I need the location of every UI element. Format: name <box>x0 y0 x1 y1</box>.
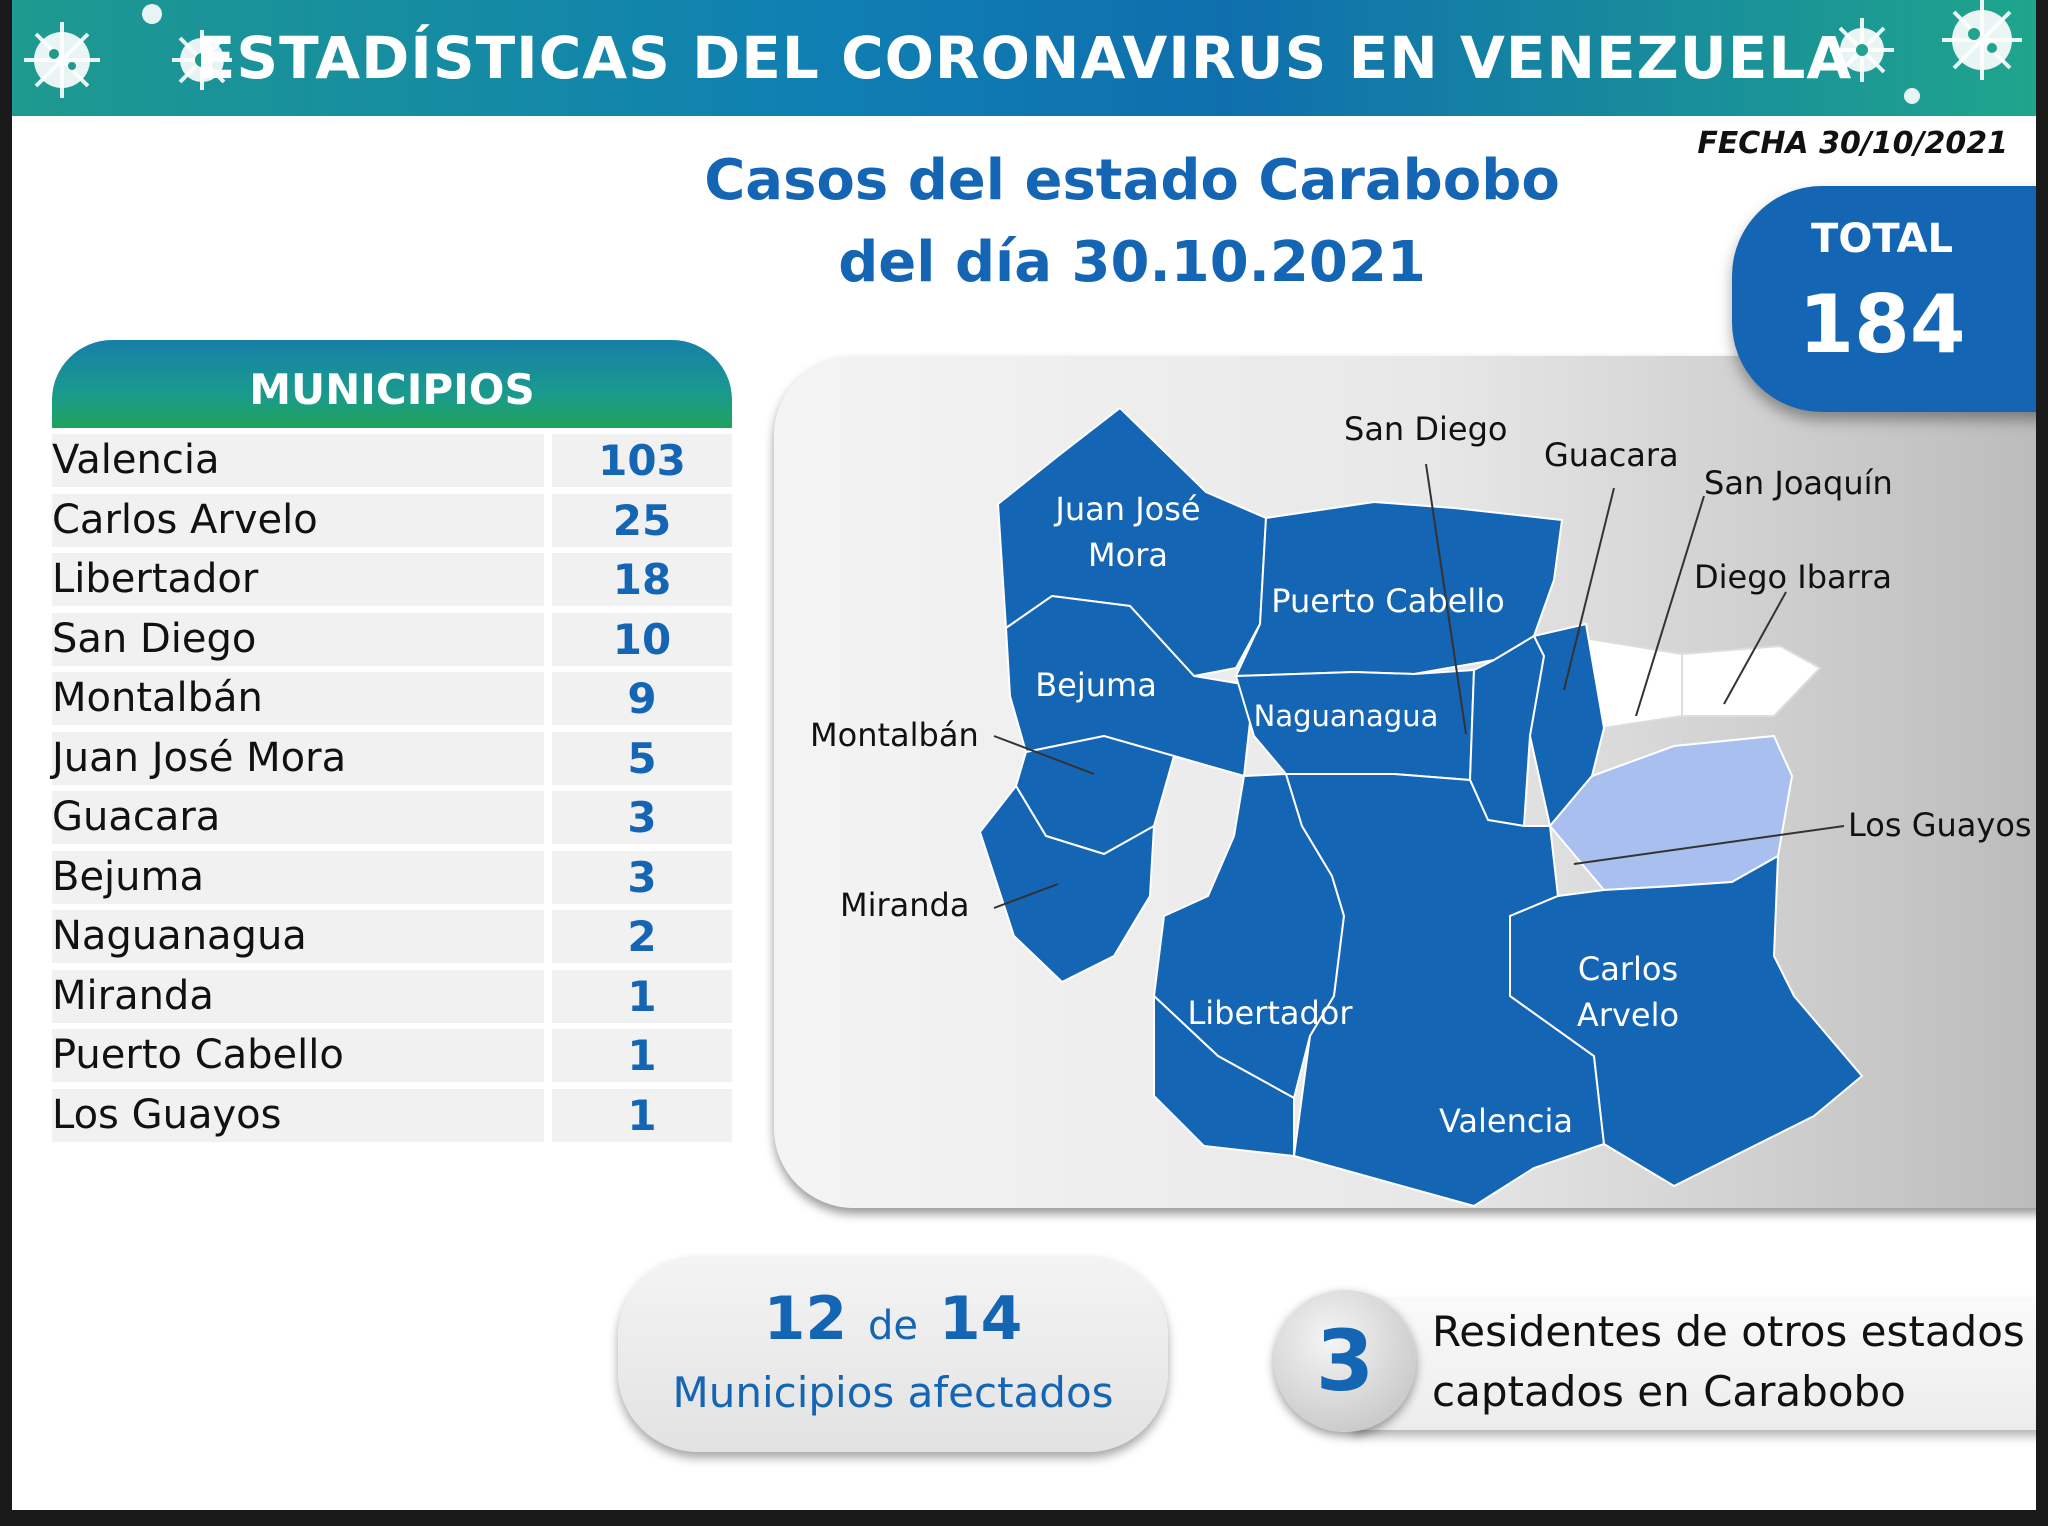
map-label-carlos-arvelo-2: Arvelo <box>1577 996 1679 1034</box>
municipio-count: 2 <box>552 910 732 963</box>
map-label-carlos-arvelo-1: Carlos <box>1578 950 1678 988</box>
municipio-count: 103 <box>552 434 732 487</box>
infographic-card: ESTADÍSTICAS DEL CORONAVIRUS EN VENEZUEL… <box>12 0 2036 1510</box>
affected-count: 12 <box>763 1284 848 1354</box>
map-label-libertador: Libertador <box>1187 994 1353 1032</box>
header-banner: ESTADÍSTICAS DEL CORONAVIRUS EN VENEZUEL… <box>12 0 2036 116</box>
municipio-count: 1 <box>552 1029 732 1082</box>
title-line-2: del día 30.10.2021 <box>838 230 1426 295</box>
table-row: Guacara 3 <box>52 791 732 844</box>
map-label-valencia: Valencia <box>1439 1102 1573 1140</box>
table-row: Montalbán 9 <box>52 672 732 725</box>
municipio-count: 3 <box>552 850 732 904</box>
table-row: Valencia 103 <box>52 434 732 487</box>
map-label-naguanagua: Naguanagua <box>1254 699 1439 733</box>
municipio-name: Montalbán <box>52 672 544 725</box>
map-label-san-joaquin: San Joaquín <box>1704 464 1893 502</box>
residents-line-2: captados en Carabobo <box>1432 1367 1906 1416</box>
table-row: Los Guayos 1 <box>52 1088 732 1142</box>
affected-municipalities-card: 12 de 14 Municipios afectados <box>618 1256 1168 1452</box>
map-label-puerto-cabello: Puerto Cabello <box>1271 582 1504 620</box>
municipio-name: Naguanagua <box>52 910 544 963</box>
municipios-header: MUNICIPIOS <box>52 340 732 428</box>
table-row: Carlos Arvelo 25 <box>52 493 732 547</box>
municipios-table: Valencia 103 Carlos Arvelo 25 Libertador… <box>52 434 732 1148</box>
map-label-guacara: Guacara <box>1544 436 1679 474</box>
map-label-miranda: Miranda <box>840 886 969 924</box>
municipio-count: 10 <box>552 612 732 666</box>
municipio-count: 18 <box>552 553 732 606</box>
virus-icon-right <box>1830 0 2022 104</box>
map-label-san-diego: San Diego <box>1344 410 1507 448</box>
map-region-west-outline <box>1153 993 1295 1158</box>
municipio-name: Los Guayos <box>52 1088 544 1142</box>
map-label-diego-ibarra: Diego Ibarra <box>1694 558 1892 596</box>
residents-count: 3 <box>1274 1290 1416 1432</box>
table-row: Juan José Mora 5 <box>52 731 732 785</box>
municipio-name: Carlos Arvelo <box>52 493 544 547</box>
map-label-bejuma: Bejuma <box>1035 666 1157 704</box>
affected-total: 14 <box>938 1284 1023 1354</box>
residents-text: Residentes de otros estados captados en … <box>1432 1302 2036 1422</box>
page-title: Casos del estado Carabobo del día 30.10.… <box>652 140 1612 304</box>
map-label-juan-jose-mora-1: Juan José <box>1053 490 1200 528</box>
municipio-count: 1 <box>552 969 732 1023</box>
map-region-juan-jose-mora <box>996 406 1268 678</box>
municipio-count: 1 <box>552 1088 732 1142</box>
map-label-juan-jose-mora-2: Mora <box>1088 536 1168 574</box>
total-badge: TOTAL 184 <box>1732 186 2036 412</box>
total-value: 184 <box>1798 278 1966 371</box>
residents-bar <box>1352 1300 2036 1430</box>
municipio-name: Guacara <box>52 791 544 844</box>
table-row: Naguanagua 2 <box>52 910 732 963</box>
municipio-count: 9 <box>552 672 732 725</box>
municipio-name: Juan José Mora <box>52 731 544 785</box>
municipio-name: Valencia <box>52 434 544 487</box>
municipio-count: 25 <box>552 493 732 547</box>
map-label-los-guayos: Los Guayos <box>1848 806 2032 844</box>
table-row: San Diego 10 <box>52 612 732 666</box>
municipio-name: San Diego <box>52 612 544 666</box>
table-row: Libertador 18 <box>52 553 732 606</box>
municipio-count: 5 <box>552 731 732 785</box>
municipio-count: 3 <box>552 791 732 844</box>
carabobo-map: Juan José Mora Puerto Cabello Bejuma Nag… <box>810 406 2032 1208</box>
municipio-name: Bejuma <box>52 850 544 904</box>
banner-title: ESTADÍSTICAS DEL CORONAVIRUS EN VENEZUEL… <box>195 24 1853 92</box>
virus-icon-left <box>24 4 232 98</box>
table-row: Puerto Cabello 1 <box>52 1029 732 1082</box>
residents-line-1: Residentes de otros estados <box>1432 1307 2025 1356</box>
title-line-1: Casos del estado Carabobo <box>704 148 1560 213</box>
table-row: Miranda 1 <box>52 969 732 1023</box>
affected-connector: de <box>868 1303 918 1349</box>
map-panel: Juan José Mora Puerto Cabello Bejuma Nag… <box>774 356 2036 1208</box>
municipio-name: Libertador <box>52 553 544 606</box>
map-region-carlos-arvelo <box>1509 854 1864 1188</box>
date-label: FECHA 30/10/2021 <box>1697 126 2008 161</box>
municipio-name: Miranda <box>52 969 544 1023</box>
affected-count-line: 12 de 14 <box>618 1284 1168 1354</box>
map-label-montalban: Montalbán <box>810 716 979 754</box>
map-region-miranda <box>978 784 1156 984</box>
table-row: Bejuma 3 <box>52 850 732 904</box>
affected-label: Municipios afectados <box>672 1368 1114 1417</box>
total-label: TOTAL <box>1811 216 1953 262</box>
municipio-name: Puerto Cabello <box>52 1029 544 1082</box>
